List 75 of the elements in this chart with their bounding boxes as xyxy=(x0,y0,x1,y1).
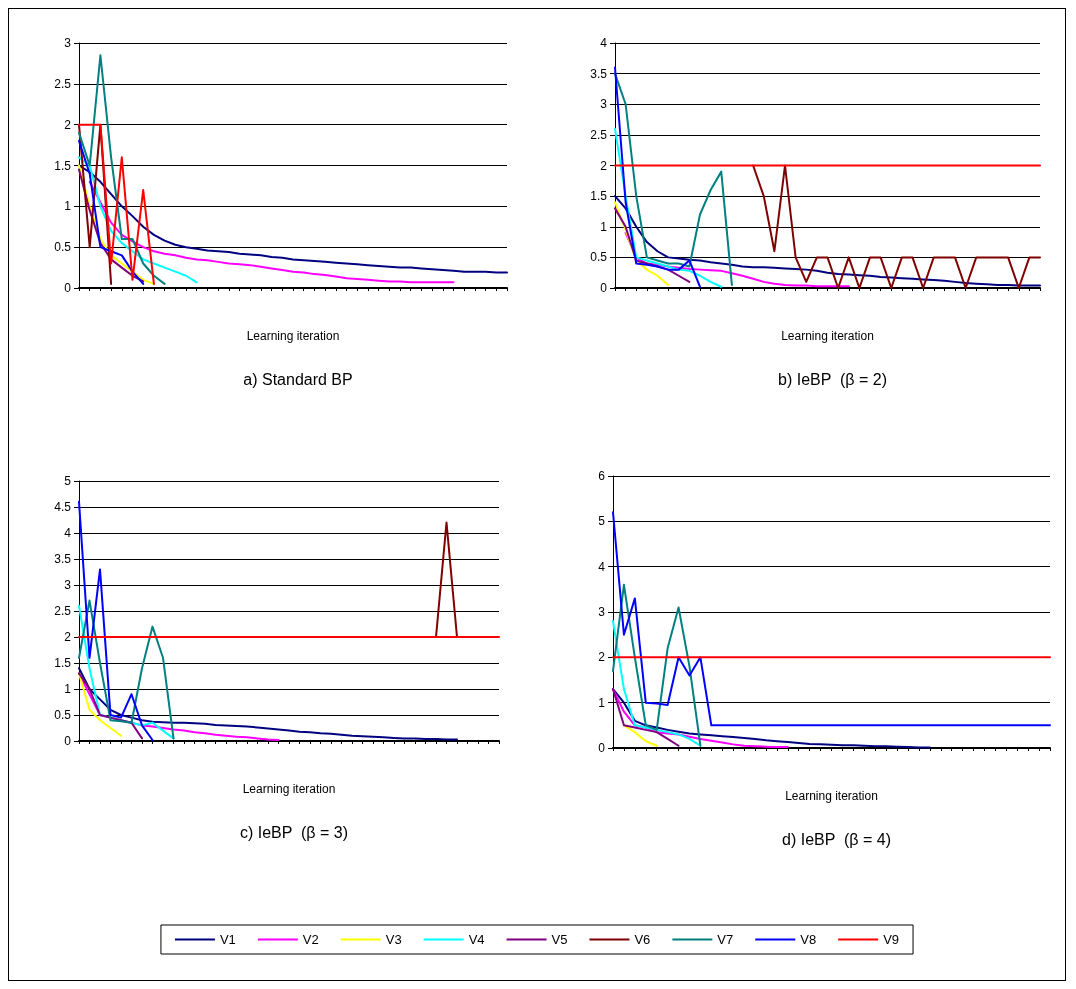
y-tick-label: 2.5 xyxy=(54,76,72,91)
y-tick-label: 3 xyxy=(600,97,608,112)
legend-label: V8 xyxy=(800,932,817,947)
x-axis-title: Learning iteration xyxy=(242,782,336,796)
y-tick-label: 0.5 xyxy=(54,708,72,722)
y-tick-label: 4 xyxy=(600,36,608,50)
line-series xyxy=(614,66,701,288)
line-series xyxy=(752,164,1041,289)
line-series xyxy=(622,724,658,747)
y-tick-label: 1.5 xyxy=(590,189,608,204)
x-axis-title: Learning iteration xyxy=(781,329,874,343)
y-tick-label: 4 xyxy=(64,526,72,540)
legend-label: V2 xyxy=(302,932,319,947)
x-axis-title: Learning iteration xyxy=(785,789,878,803)
line-series xyxy=(612,583,702,747)
legend-label: V5 xyxy=(551,932,568,947)
y-tick-label: 3.5 xyxy=(54,552,72,566)
line-series xyxy=(614,127,723,288)
y-tick-label: 2.5 xyxy=(54,604,72,618)
line-series xyxy=(78,54,166,285)
y-tick-label: 3 xyxy=(64,36,72,50)
y-tick-label: 4 xyxy=(598,559,606,574)
line-series xyxy=(78,164,155,285)
y-tick-label: 4.5 xyxy=(54,500,72,514)
y-tick-label: 0 xyxy=(64,281,72,295)
y-tick-label: 1 xyxy=(64,199,72,214)
line-series xyxy=(614,207,691,283)
y-tick-label: 0 xyxy=(600,281,608,295)
y-tick-label: 6 xyxy=(598,469,606,483)
text: b) IeBP (β = 2) xyxy=(778,370,887,388)
line-series xyxy=(78,672,122,737)
y-tick-label: 1 xyxy=(600,219,608,234)
text: d) IeBP (β = 4) xyxy=(782,830,891,848)
line-series xyxy=(612,688,789,749)
y-tick-label: 0 xyxy=(64,734,72,748)
line-series xyxy=(78,168,145,283)
y-tick-label: 5 xyxy=(64,474,72,488)
legend-label: V6 xyxy=(634,932,651,947)
y-tick-label: 1 xyxy=(64,682,72,696)
line-series xyxy=(78,140,145,285)
y-tick-label: 5 xyxy=(598,514,606,529)
line-series xyxy=(612,620,702,747)
y-tick-label: 2 xyxy=(64,117,72,132)
line-series xyxy=(78,667,458,741)
line-series xyxy=(614,72,733,286)
y-tick-label: 1.5 xyxy=(54,158,72,173)
line-series xyxy=(614,201,670,286)
y-tick-label: 1 xyxy=(598,695,606,710)
y-tick-label: 3 xyxy=(64,578,72,592)
line-series xyxy=(78,672,143,740)
line-series xyxy=(612,688,931,749)
text: a) Standard BP xyxy=(243,370,353,388)
line-series xyxy=(88,180,455,284)
legend-label: V1 xyxy=(219,932,236,947)
y-tick-label: 0.5 xyxy=(54,240,72,255)
y-tick-label: 2.5 xyxy=(590,127,608,142)
legend-label: V9 xyxy=(883,932,900,947)
line-series xyxy=(78,123,155,285)
legend-label: V4 xyxy=(468,932,485,947)
text: c) IeBP (β = 3) xyxy=(239,823,349,841)
legend-label: V3 xyxy=(385,932,402,947)
y-tick-label: 2 xyxy=(600,158,608,173)
y-tick-label: 2 xyxy=(64,630,72,644)
y-tick-label: 3.5 xyxy=(590,66,608,81)
legend-label: V7 xyxy=(717,932,734,947)
y-tick-label: 2 xyxy=(598,650,606,665)
line-series xyxy=(78,500,154,741)
y-tick-label: 1.5 xyxy=(54,656,72,670)
y-tick-label: 3 xyxy=(598,605,606,619)
line-series xyxy=(624,231,850,288)
y-tick-label: 0.5 xyxy=(590,250,608,265)
line-series xyxy=(78,156,198,284)
x-axis-title: Learning iteration xyxy=(246,329,340,343)
line-series xyxy=(612,688,680,747)
y-tick-label: 0 xyxy=(598,741,606,755)
